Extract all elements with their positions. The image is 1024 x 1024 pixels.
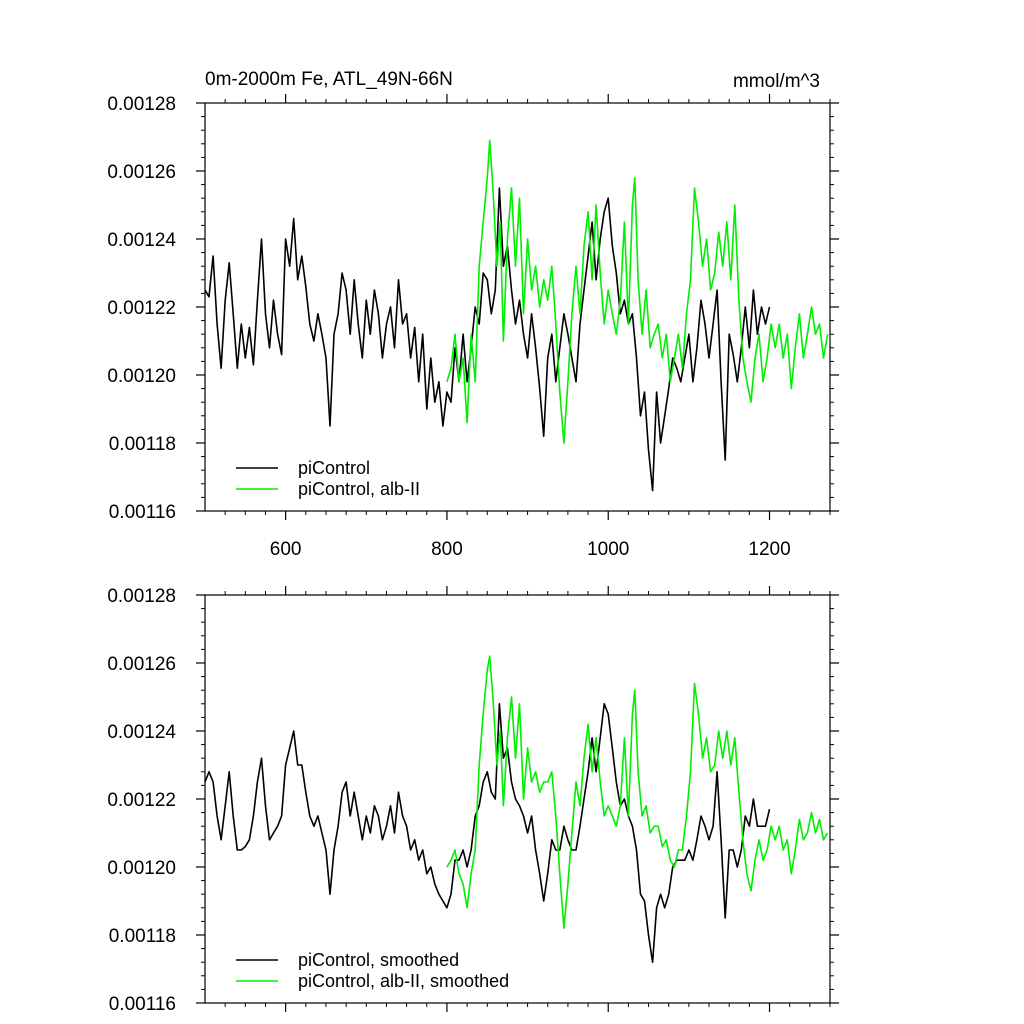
chart-0-title: 0m-2000m Fe, ATL_49N-66N [205,69,453,90]
chart-0-y-tick-label: 0.00118 [109,434,176,455]
top-panel: 600 800 1000 1200 0.00116 0.00118 0.00120 0.001… [107,69,839,560]
chart-0-legend-label-0: piControl [298,458,370,478]
chart-1-legend-label-0: piControl, smoothed [298,950,459,970]
chart-1-y-tick-label: 0.00116 [109,994,176,1015]
chart-1-y-tick-label: 0.00126 [107,654,176,675]
chart-1-series-1-line [446,655,829,929]
chart-0-series-1-line [446,139,829,444]
chart-1-y-tick-label: 0.00120 [107,858,176,879]
chart-0-x-tick-label: 800 [431,539,463,560]
chart-0-series-0-line [204,187,771,492]
chart-0-y-tick-label: 0.00116 [109,502,176,523]
chart-0-x-tick-label: 600 [270,539,302,560]
bottom-panel: 0.00116 0.00118 0.00120 0.00122 0.00124 0.001… [107,586,839,1015]
chart-1-y-tick-label: 0.00124 [107,722,176,743]
chart-0-units-label: mmol/m^3 [733,71,820,92]
chart-1-plot-frame [204,594,831,1004]
chart-0-plot-frame [204,102,831,512]
chart-0-x-tick-label: 1000 [587,539,629,560]
chart-0-y-tick-label: 0.00120 [107,366,176,387]
chart-1-y-tick-label: 0.00128 [107,586,176,607]
chart-1-legend-label-1: piControl, alb-II, smoothed [298,971,509,991]
chart-0-legend-label-1: piControl, alb-II [298,479,420,499]
chart-0-y-tick-label: 0.00128 [107,94,176,115]
chart-0-y-tick-label: 0.00124 [107,230,176,251]
chart-1-y-tick-label: 0.00118 [109,926,176,947]
chart-0-x-tick-label: 1200 [748,539,790,560]
chart-0-y-tick-label: 0.00122 [107,298,176,319]
chart-0-y-tick-label: 0.00126 [107,162,176,183]
chart-1-y-tick-label: 0.00122 [107,790,176,811]
